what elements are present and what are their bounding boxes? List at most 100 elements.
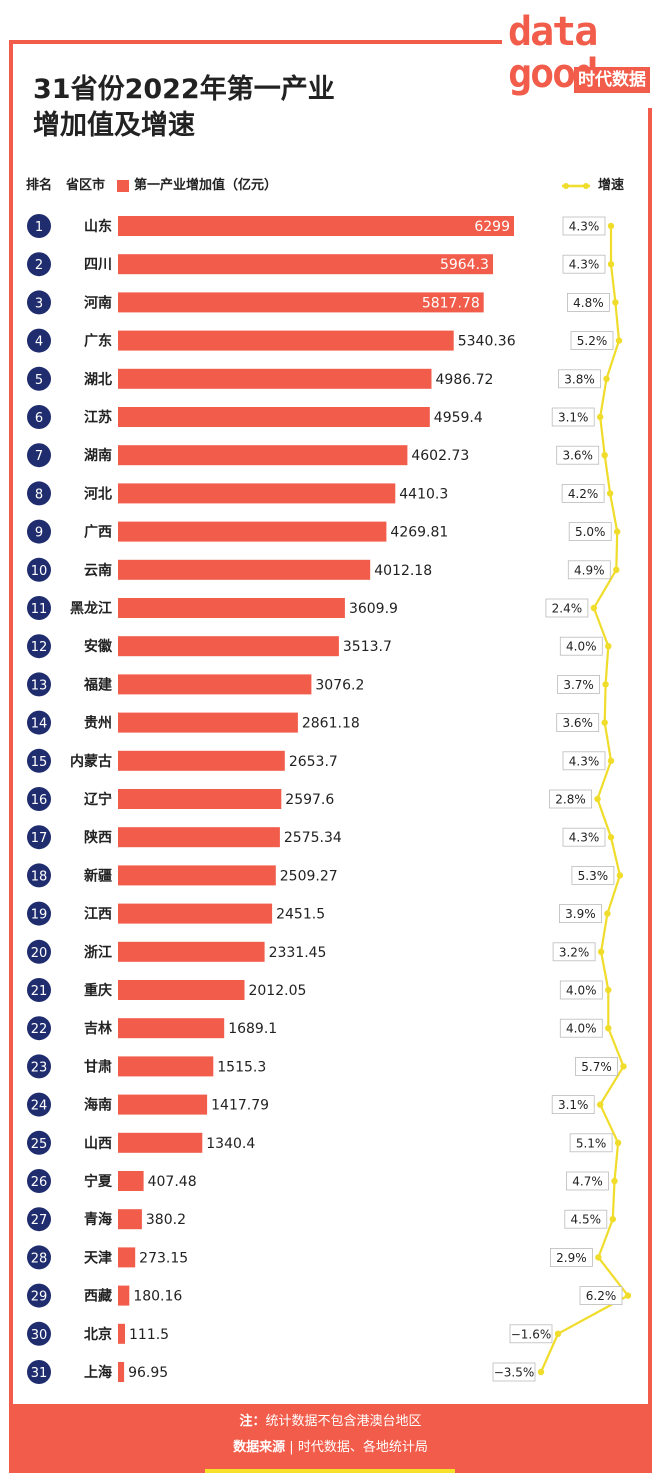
growth-point xyxy=(595,1254,602,1261)
rank-number: 28 xyxy=(31,1251,48,1266)
province-label: 福建 xyxy=(83,676,112,693)
growth-point xyxy=(537,1368,545,1376)
province-label: 广东 xyxy=(84,333,112,350)
growth-point xyxy=(605,986,612,994)
legend-bar-label: 第一产业增加值（亿元） xyxy=(134,178,278,193)
legend-province-header: 省区市 xyxy=(66,178,106,193)
rank-number: 25 xyxy=(31,1137,48,1152)
province-label: 江西 xyxy=(84,906,112,923)
bar-value-label: 4410.3 xyxy=(399,486,448,502)
growth-label-box xyxy=(551,1095,595,1114)
bar-value-label: 3513.7 xyxy=(343,639,392,655)
rank-number: 16 xyxy=(31,793,48,808)
rank-number: 2 xyxy=(35,258,43,273)
growth-point xyxy=(597,413,604,421)
growth-label-box xyxy=(562,751,606,771)
bar-value-label: 3609.9 xyxy=(349,601,398,617)
growth-label-box xyxy=(492,1362,536,1382)
bar-value-label: 2861.18 xyxy=(302,716,360,732)
province-label: 西藏 xyxy=(84,1288,112,1305)
province-label: 河南 xyxy=(84,294,112,311)
bar-value-label: 96.95 xyxy=(128,1365,168,1381)
rank-badge xyxy=(27,1283,51,1308)
bar-value xyxy=(118,483,396,504)
province-label: 甘肃 xyxy=(84,1058,112,1075)
rank-badge xyxy=(27,481,51,506)
rank-badge xyxy=(27,1016,51,1041)
rank-badge xyxy=(27,443,51,468)
footer-source-divider: | xyxy=(285,1440,298,1455)
bar-value xyxy=(118,636,339,657)
bar-value-label: 6299 xyxy=(474,219,510,235)
rank-badge xyxy=(27,1092,51,1117)
rank-badge xyxy=(27,787,51,811)
growth-label-box xyxy=(552,942,596,962)
growth-point xyxy=(604,910,611,917)
rank-badge xyxy=(27,672,51,697)
growth-label-box xyxy=(559,636,603,656)
growth-label: 4.0% xyxy=(566,640,597,654)
growth-label-box xyxy=(557,675,600,694)
bar-value-label: 180.16 xyxy=(133,1289,182,1305)
bar-value-label: 1689.1 xyxy=(228,1021,277,1037)
rank-badge xyxy=(27,1130,51,1155)
bar-value xyxy=(118,903,273,924)
growth-label-box xyxy=(551,407,595,427)
rank-number: 29 xyxy=(31,1290,48,1305)
growth-label: 5.1% xyxy=(576,1136,607,1150)
bar-value xyxy=(118,598,345,618)
bar-value xyxy=(118,865,276,886)
growth-label: 4.3% xyxy=(569,220,600,234)
province-label: 湖南 xyxy=(84,447,112,464)
growth-point xyxy=(597,1101,604,1108)
bar-value xyxy=(118,1132,203,1153)
footer-note-label: 注： xyxy=(239,1414,266,1429)
logo-text-cn: 时代数据 xyxy=(574,67,650,93)
growth-label-box xyxy=(567,560,611,580)
legend-line-label: 增速 xyxy=(598,178,625,193)
province-label: 吉林 xyxy=(84,1020,112,1037)
bar-value xyxy=(118,1247,136,1268)
bar-value xyxy=(118,1171,144,1191)
legend: 排名 省区市 第一产业增加值（亿元） 增速 xyxy=(20,176,640,196)
bar-value xyxy=(118,407,430,427)
growth-label: 4.0% xyxy=(566,1022,597,1036)
rank-badge xyxy=(27,1245,51,1270)
growth-label-box xyxy=(569,1133,613,1153)
growth-label: 2.8% xyxy=(555,793,586,807)
rank-number: 24 xyxy=(31,1099,48,1114)
rank-number: 22 xyxy=(31,1022,48,1037)
growth-label: 3.6% xyxy=(562,716,593,730)
footer: 注：统计数据不包含港澳台地区 数据来源 | 时代数据、各地统计局 xyxy=(9,1404,652,1473)
growth-label-box xyxy=(566,1171,609,1191)
bar-value xyxy=(118,1018,225,1039)
growth-point xyxy=(607,222,615,230)
bar-value xyxy=(118,1056,214,1077)
bar-value xyxy=(118,445,408,466)
growth-label-box xyxy=(562,827,606,847)
rank-badge xyxy=(27,328,51,353)
bar-value-label: 1515.3 xyxy=(217,1059,266,1075)
growth-label: 5.0% xyxy=(575,525,606,539)
province-label: 辽宁 xyxy=(84,791,112,808)
growth-label-box xyxy=(545,598,589,618)
growth-label: 5.2% xyxy=(577,334,608,348)
growth-label-box xyxy=(562,254,606,274)
province-label: 浙江 xyxy=(84,944,112,961)
growth-label: 4.9% xyxy=(574,563,605,577)
growth-point xyxy=(603,375,610,382)
growth-label: 4.3% xyxy=(569,754,600,768)
growth-label-box xyxy=(575,1057,618,1076)
rank-number: 11 xyxy=(31,602,48,617)
bar-value-label: 2653.7 xyxy=(289,754,338,770)
province-label: 湖北 xyxy=(84,372,112,388)
growth-label: 3.6% xyxy=(562,449,593,463)
growth-point xyxy=(614,1139,622,1147)
rank-number: 14 xyxy=(31,717,48,732)
growth-label-box xyxy=(568,522,612,541)
rank-badge xyxy=(27,557,51,582)
rank-badge xyxy=(27,1054,51,1079)
province-label: 山西 xyxy=(84,1136,112,1152)
legend-bar-swatch xyxy=(117,180,129,192)
growth-label-box xyxy=(562,216,606,236)
